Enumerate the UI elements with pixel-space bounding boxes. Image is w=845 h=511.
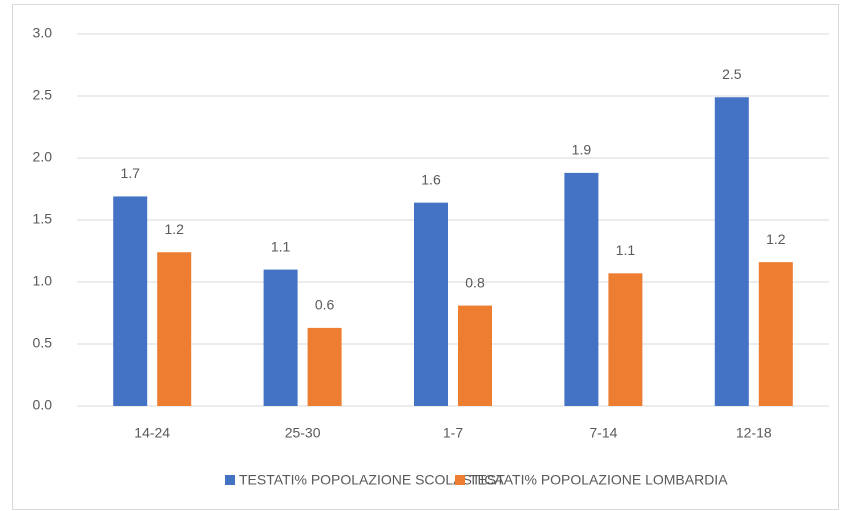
value-label: 1.2 [766,231,786,247]
x-tick-label: 1-7 [443,425,463,441]
bar [157,252,192,406]
y-tick-label: 0.0 [33,397,53,413]
value-label: 1.1 [271,238,291,254]
x-tick-label: 25-30 [285,425,321,441]
bar [714,97,749,407]
value-label: 2.5 [722,66,742,82]
bar [758,262,793,406]
bar [458,305,492,406]
y-tick-label: 2.0 [33,149,53,165]
legend-label: TESTATI% POPOLAZIONE SCOLASTICA [239,472,504,488]
bar [307,327,342,406]
y-tick-label: 0.5 [33,335,53,351]
value-label: 1.2 [164,221,184,237]
value-label: 1.9 [572,142,592,158]
x-tick-label: 7-14 [589,425,617,441]
legend-label: TESTATI% POPOLAZIONE LOMBARDIA [469,472,728,488]
value-label: 1.7 [120,165,140,181]
x-tick-label: 12-18 [736,425,772,441]
y-tick-label: 1.0 [33,273,53,289]
bar [113,196,148,406]
bar [564,172,599,406]
y-tick-label: 3.0 [33,25,53,41]
value-label: 1.6 [421,171,441,187]
x-tick-label: 14-24 [134,425,170,441]
legend-swatch [455,475,465,485]
y-tick-label: 2.5 [33,87,53,103]
bar [414,202,448,406]
value-label: 0.8 [465,274,485,290]
y-tick-label: 1.5 [33,211,53,227]
value-label: 0.6 [315,297,335,313]
bar [263,269,298,406]
bar [608,273,643,406]
value-label: 1.1 [616,242,636,258]
legend-swatch [225,475,235,485]
